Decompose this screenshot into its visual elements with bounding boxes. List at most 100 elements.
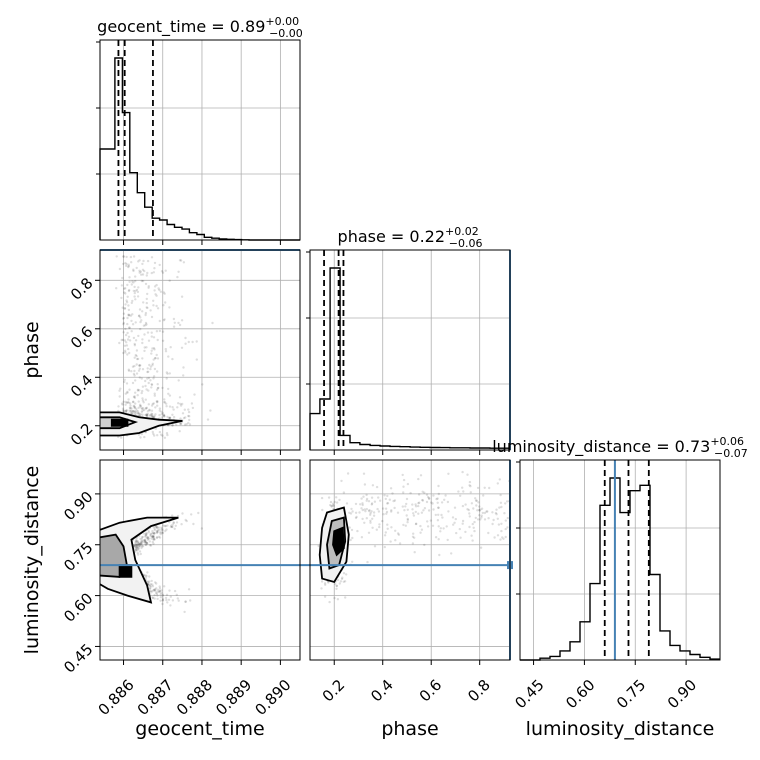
sample-point <box>122 410 125 413</box>
sample-point <box>478 509 481 512</box>
sample-point <box>164 596 168 600</box>
sample-point <box>130 301 133 305</box>
sample-point <box>364 510 367 513</box>
sample-point <box>328 600 331 604</box>
sample-point <box>155 304 158 308</box>
sample-point <box>140 542 143 545</box>
sample-point <box>187 421 190 425</box>
sample-point <box>121 407 125 410</box>
sample-point <box>137 314 141 318</box>
sample-point <box>336 578 340 582</box>
sample-point <box>502 537 505 540</box>
sample-point <box>150 271 153 275</box>
sample-point <box>149 365 153 368</box>
sample-point <box>402 478 406 482</box>
sample-point <box>332 504 335 508</box>
sample-point <box>153 415 156 419</box>
sample-point <box>148 408 151 411</box>
sample-point <box>137 406 140 409</box>
sample-point <box>496 534 500 537</box>
sample-point <box>168 589 171 592</box>
sample-point <box>136 412 140 415</box>
sample-point <box>419 474 423 477</box>
sample-point <box>351 510 354 513</box>
sample-point <box>479 546 483 549</box>
sample-point <box>136 541 139 544</box>
sample-point <box>145 574 148 578</box>
sample-point <box>446 500 450 504</box>
sample-point <box>141 357 144 360</box>
sample-point <box>147 537 151 540</box>
sample-point <box>468 512 471 515</box>
sample-point <box>122 255 125 258</box>
sample-point <box>504 519 507 522</box>
sample-point <box>126 316 129 320</box>
sample-point <box>496 517 499 520</box>
sample-point <box>133 291 136 295</box>
sample-point <box>126 401 130 404</box>
sample-point <box>504 502 507 505</box>
sample-point <box>402 491 405 494</box>
sample-point <box>457 490 460 493</box>
sample-point <box>146 271 149 275</box>
sample-point <box>130 330 133 333</box>
sample-point <box>168 521 171 524</box>
sample-point <box>135 411 138 415</box>
sample-point <box>142 259 145 263</box>
sample-point <box>388 498 391 501</box>
sample-point <box>182 374 185 377</box>
sample-point <box>149 587 152 590</box>
sample-point <box>180 319 184 322</box>
sample-point <box>122 317 125 320</box>
contour-core-phase-luminosity_distance <box>332 526 345 557</box>
sample-point <box>139 413 142 416</box>
sample-point <box>365 507 368 511</box>
sample-point <box>181 412 185 415</box>
sample-point <box>470 502 474 505</box>
sample-point <box>149 533 152 536</box>
sample-point <box>150 414 154 418</box>
sample-point <box>458 527 461 531</box>
sample-point <box>195 340 198 343</box>
sample-point <box>123 380 126 384</box>
sample-point <box>160 531 163 534</box>
sample-point <box>149 367 152 371</box>
sample-point <box>124 327 127 331</box>
sample-point <box>137 543 140 546</box>
sample-point <box>139 436 142 439</box>
sample-point <box>147 285 150 288</box>
sample-point <box>151 347 154 350</box>
sample-point <box>166 372 169 375</box>
sample-point <box>123 339 127 342</box>
sample-point <box>122 255 126 258</box>
sample-point <box>396 511 400 514</box>
sample-point <box>156 383 159 386</box>
sample-point <box>417 512 420 515</box>
sample-point <box>365 497 369 501</box>
sample-point <box>427 497 431 500</box>
sample-point <box>153 532 156 535</box>
sample-point <box>472 507 475 510</box>
sample-point <box>135 372 139 375</box>
sample-point <box>436 497 439 500</box>
sample-point <box>340 577 344 581</box>
sample-point <box>122 312 126 315</box>
sample-point <box>133 411 136 414</box>
sample-point <box>134 548 138 551</box>
sample-point <box>155 592 159 596</box>
sample-point <box>486 510 489 513</box>
sample-point <box>134 539 138 542</box>
sample-point <box>426 495 430 499</box>
sample-point <box>132 289 135 293</box>
sample-point <box>397 533 401 536</box>
sample-point <box>158 587 162 590</box>
sample-point <box>137 400 140 403</box>
sample-point <box>379 499 382 502</box>
sample-point <box>383 545 386 549</box>
sample-point <box>451 516 455 519</box>
sample-point <box>461 519 465 523</box>
sample-point <box>143 532 146 535</box>
samples-geocent_time-vs-phase <box>115 255 214 439</box>
sample-point <box>145 413 148 416</box>
sample-point <box>127 304 130 307</box>
